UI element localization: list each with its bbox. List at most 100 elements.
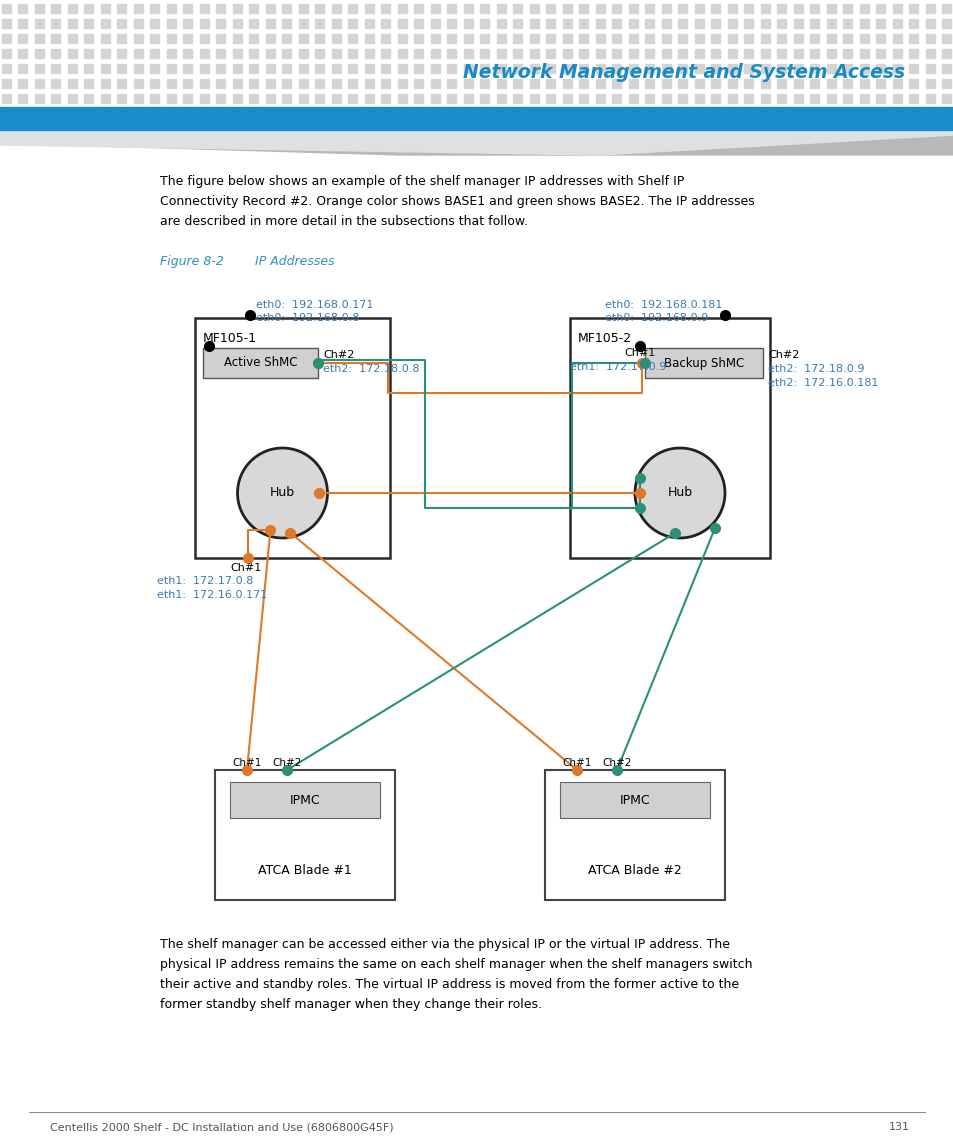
Bar — [431, 19, 439, 27]
Text: Ch#1: Ch#1 — [230, 563, 261, 572]
Bar — [760, 34, 769, 44]
Text: their active and standby roles. The virtual IP address is moved from the former : their active and standby roles. The virt… — [160, 978, 739, 992]
Bar — [876, 34, 884, 44]
Bar — [497, 49, 505, 58]
Bar — [298, 19, 308, 27]
Text: eth2:  172.16.0.181: eth2: 172.16.0.181 — [767, 378, 878, 388]
Bar — [85, 34, 93, 44]
Bar — [530, 94, 538, 103]
Text: 131: 131 — [888, 1122, 909, 1132]
Bar — [596, 64, 604, 73]
Bar — [216, 94, 225, 103]
Bar — [266, 79, 274, 88]
Bar — [480, 19, 489, 27]
Text: Active ShMC: Active ShMC — [224, 356, 297, 370]
Bar — [760, 64, 769, 73]
Bar — [298, 34, 308, 44]
Bar — [298, 94, 308, 103]
Bar — [546, 34, 555, 44]
Bar — [117, 64, 127, 73]
Bar — [727, 34, 737, 44]
Text: eth1:  172.16.0.171: eth1: 172.16.0.171 — [157, 590, 267, 600]
Text: physical IP address remains the same on each shelf manager when the shelf manage: physical IP address remains the same on … — [160, 958, 752, 971]
Bar — [612, 94, 620, 103]
Bar — [397, 19, 407, 27]
Bar — [562, 19, 572, 27]
Bar — [711, 19, 720, 27]
Bar — [365, 34, 374, 44]
Bar — [530, 19, 538, 27]
Text: Figure 8-2: Figure 8-2 — [160, 255, 224, 268]
Bar — [826, 34, 835, 44]
Bar — [216, 3, 225, 13]
Bar — [612, 19, 620, 27]
Bar — [381, 34, 390, 44]
Bar — [760, 79, 769, 88]
Bar — [777, 34, 785, 44]
Bar — [711, 94, 720, 103]
Bar — [332, 94, 340, 103]
Bar — [397, 34, 407, 44]
Bar — [200, 34, 209, 44]
Bar — [68, 64, 77, 73]
Bar — [266, 64, 274, 73]
Bar — [18, 94, 28, 103]
Bar — [678, 49, 687, 58]
Bar — [233, 19, 242, 27]
Bar — [68, 94, 77, 103]
Bar — [250, 79, 258, 88]
Bar — [200, 19, 209, 27]
Bar — [200, 79, 209, 88]
Bar — [810, 79, 819, 88]
Text: ATCA Blade #2: ATCA Blade #2 — [587, 863, 681, 877]
Bar — [826, 19, 835, 27]
Bar — [892, 64, 901, 73]
Bar — [133, 34, 143, 44]
Bar — [810, 64, 819, 73]
Bar — [793, 94, 802, 103]
Text: The figure below shows an example of the shelf manager IP addresses with Shelf I: The figure below shows an example of the… — [160, 175, 683, 188]
Bar — [282, 79, 292, 88]
Bar — [214, 769, 395, 900]
Bar — [298, 3, 308, 13]
Bar — [85, 49, 93, 58]
Bar — [18, 34, 28, 44]
Bar — [298, 49, 308, 58]
Bar — [447, 64, 456, 73]
Bar — [513, 3, 522, 13]
Bar — [859, 3, 868, 13]
Bar — [117, 94, 127, 103]
Bar — [250, 34, 258, 44]
Bar — [51, 49, 60, 58]
Bar — [365, 79, 374, 88]
Bar — [559, 782, 709, 818]
Bar — [661, 3, 670, 13]
Bar — [167, 3, 175, 13]
Bar — [35, 34, 44, 44]
Bar — [51, 3, 60, 13]
Bar — [85, 94, 93, 103]
Bar — [661, 64, 670, 73]
Bar — [678, 79, 687, 88]
Bar — [2, 79, 11, 88]
Bar — [942, 64, 950, 73]
Bar — [777, 49, 785, 58]
Bar — [612, 34, 620, 44]
Bar — [35, 3, 44, 13]
Bar — [711, 34, 720, 44]
Bar — [250, 49, 258, 58]
Bar — [842, 94, 852, 103]
Bar — [925, 3, 934, 13]
Bar — [678, 34, 687, 44]
Bar — [315, 79, 324, 88]
Bar — [250, 94, 258, 103]
Bar — [463, 3, 473, 13]
Bar — [463, 49, 473, 58]
Bar — [612, 49, 620, 58]
Bar — [117, 19, 127, 27]
Bar — [596, 34, 604, 44]
Bar — [497, 19, 505, 27]
Bar — [348, 79, 357, 88]
Bar — [810, 94, 819, 103]
Bar — [578, 34, 588, 44]
